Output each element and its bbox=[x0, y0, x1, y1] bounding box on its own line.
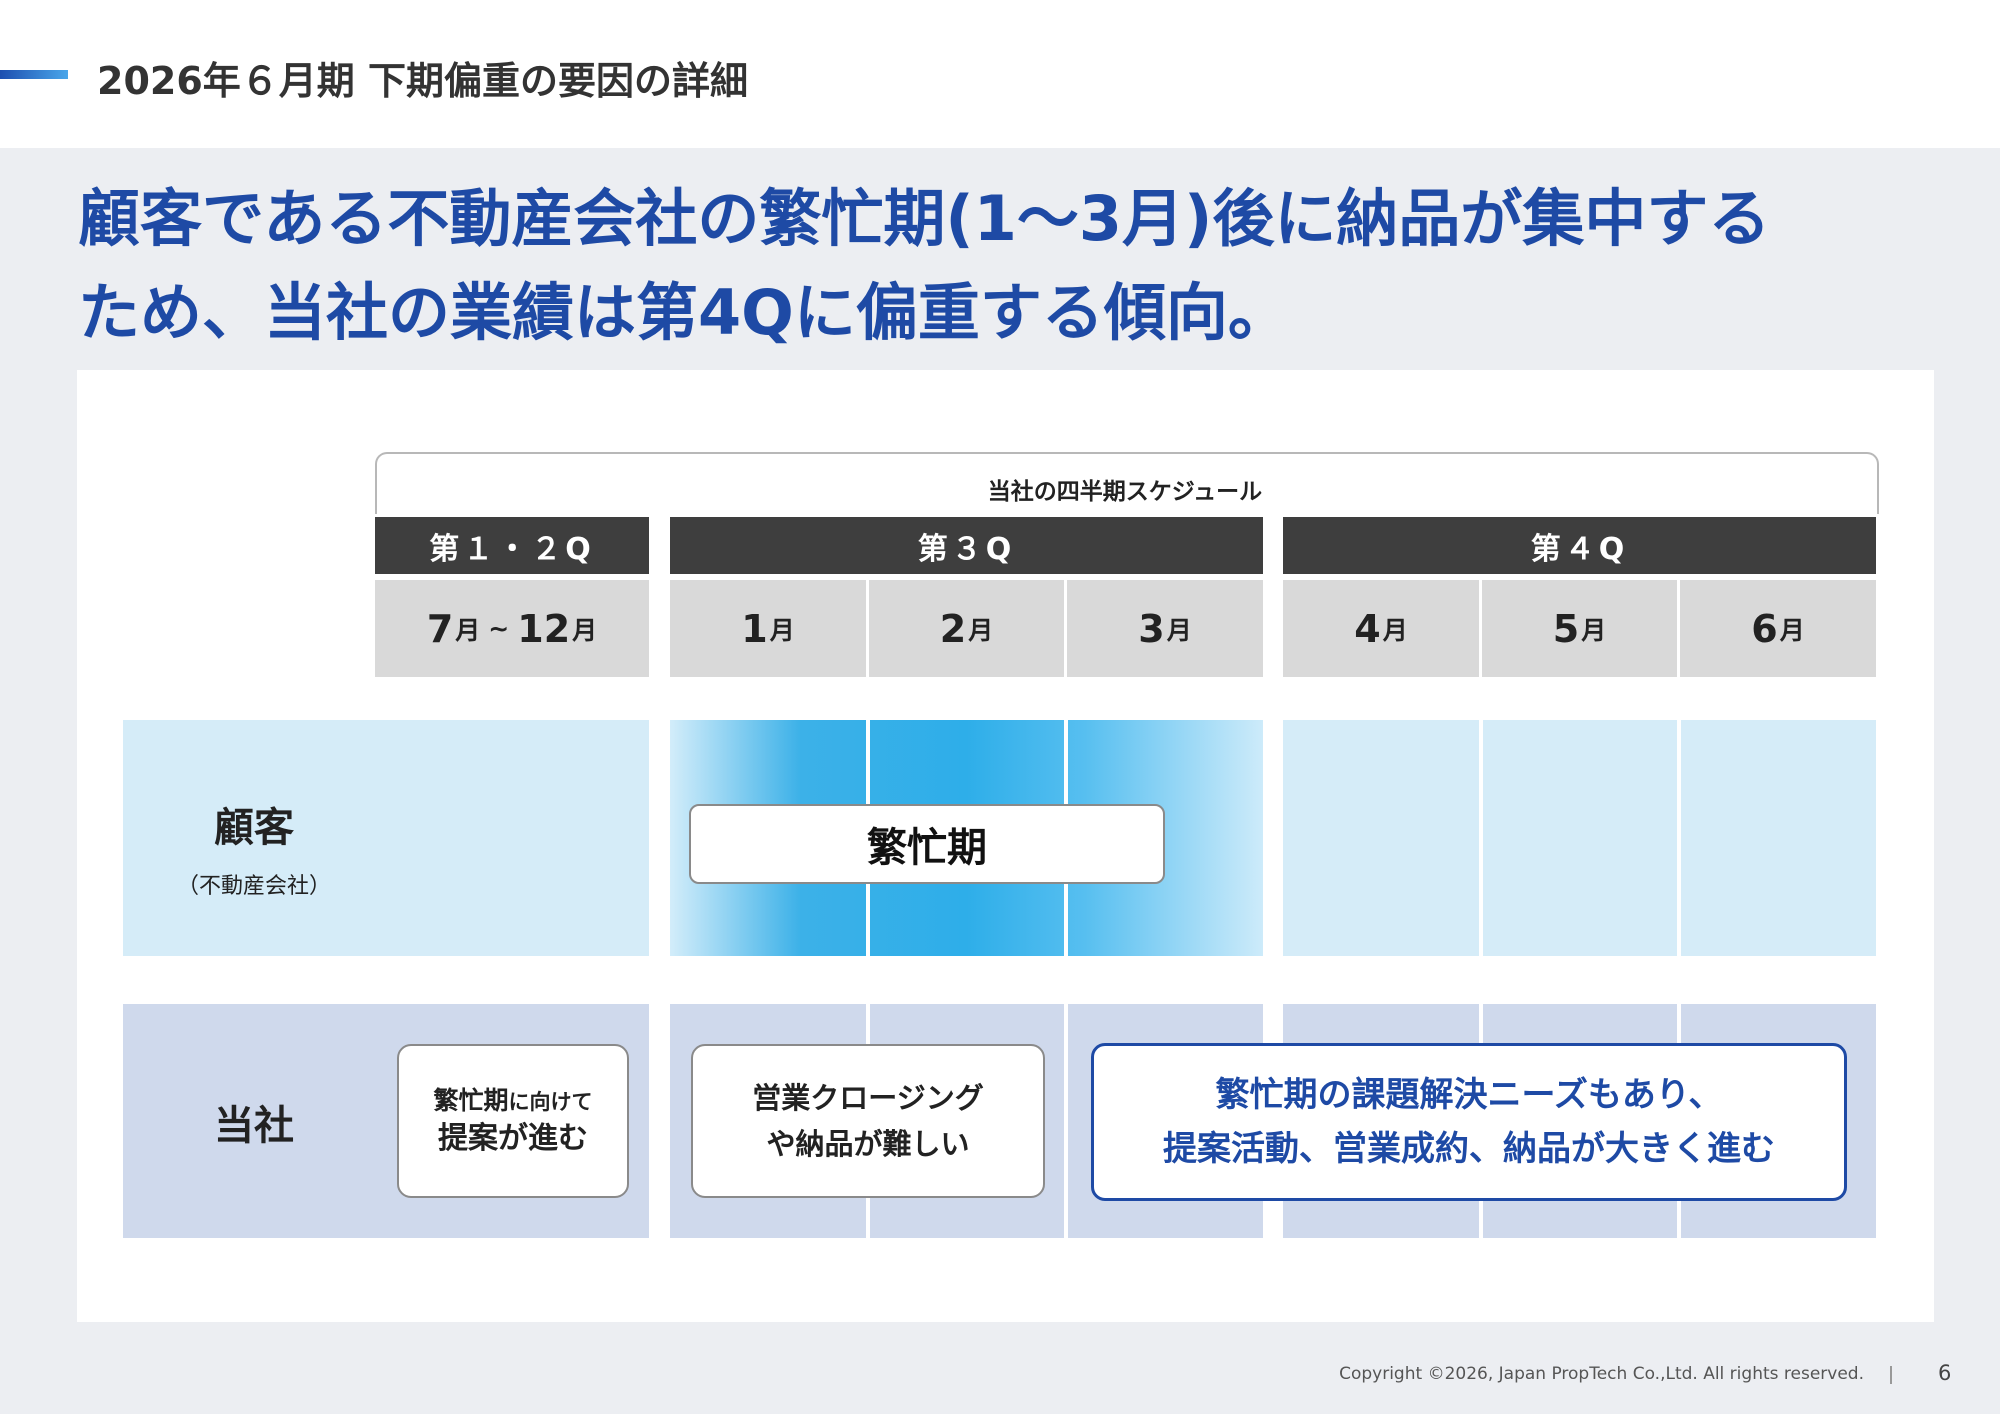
note-text: 提案活動、営業成約、納品が大きく進む bbox=[1163, 1129, 1775, 1169]
column-divider bbox=[1064, 1004, 1068, 1238]
note-line: 繁忙期に向けて bbox=[433, 1084, 592, 1119]
column-divider bbox=[1479, 720, 1483, 956]
quarter-header-q3: 第３Q bbox=[670, 517, 1263, 574]
schedule-title: 当社の四半期スケジュール bbox=[987, 479, 1263, 505]
month-unit: 月 bbox=[572, 615, 598, 645]
note-text: や納品が難しい bbox=[766, 1127, 970, 1161]
page-title: 2026年６月期 下期偏重の要因の詳細 bbox=[97, 59, 748, 103]
month-tilde: ~ bbox=[488, 614, 510, 643]
busy-season-label: 繁忙期 bbox=[689, 804, 1165, 884]
month-unit: 月 bbox=[968, 615, 994, 645]
month-unit: 月 bbox=[1166, 615, 1192, 645]
month-start: 7 bbox=[426, 606, 454, 651]
month-number: 1 bbox=[741, 606, 768, 651]
company-row-label: 当社 bbox=[214, 1103, 294, 1149]
customer-row-label: 顧客 bbox=[214, 805, 294, 851]
customer-row-sublabel: （不動産会社） bbox=[176, 874, 331, 899]
note-text: 提案が進む bbox=[438, 1120, 588, 1156]
schedule-bracket bbox=[375, 452, 1879, 514]
customer-row-h1 bbox=[123, 720, 649, 956]
month-unit: 月 bbox=[1382, 615, 1408, 645]
note-proposal-progress: 繁忙期に向けて 提案が進む bbox=[397, 1044, 629, 1198]
note-closing-difficult: 営業クロージング や納品が難しい bbox=[691, 1044, 1045, 1198]
note-text: 営業クロージング bbox=[752, 1081, 984, 1115]
page-number: 6 bbox=[1938, 1361, 1952, 1385]
footer-divider bbox=[1890, 1366, 1892, 1384]
quarter-header-q12: 第１・２Q bbox=[375, 517, 649, 574]
note-text: 繁忙期の課題解決ニーズもあり、 bbox=[1215, 1075, 1723, 1115]
month-unit: 月 bbox=[455, 615, 481, 645]
month-number: 5 bbox=[1552, 606, 1580, 651]
headline-line-2: ため、当社の業績は第4Qに偏重する傾向。 bbox=[78, 276, 1290, 349]
footer-copyright: Copyright ©2026, Japan PropTech Co.,Ltd.… bbox=[1339, 1364, 1864, 1384]
month-cell-jul-dec: 7 月 ~12 月 bbox=[375, 580, 649, 677]
month-number: 2 bbox=[939, 606, 967, 651]
month-unit: 月 bbox=[769, 615, 795, 645]
month-unit: 月 bbox=[1581, 615, 1607, 645]
header-accent-line bbox=[0, 70, 68, 79]
headline: 顧客である不動産会社の繁忙期(1〜3月)後に納品が集中する ため、当社の業績は第… bbox=[78, 172, 1938, 360]
customer-row-q4 bbox=[1283, 720, 1876, 956]
column-divider bbox=[1677, 720, 1681, 956]
month-number: 4 bbox=[1354, 606, 1381, 651]
month-number: 3 bbox=[1138, 606, 1165, 651]
note-text: に向けて bbox=[508, 1089, 593, 1114]
month-end: 12 bbox=[517, 606, 571, 651]
header-bar bbox=[0, 0, 2000, 148]
month-unit: 月 bbox=[1779, 615, 1805, 645]
note-text: 繁忙期 bbox=[433, 1085, 509, 1115]
note-q4-progress: 繁忙期の課題解決ニーズもあり、 提案活動、営業成約、納品が大きく進む bbox=[1091, 1043, 1847, 1201]
quarter-header-q4: 第４Q bbox=[1283, 517, 1876, 574]
headline-line-1: 顧客である不動産会社の繁忙期(1〜3月)後に納品が集中する bbox=[78, 182, 1771, 255]
month-number: 6 bbox=[1751, 606, 1778, 651]
